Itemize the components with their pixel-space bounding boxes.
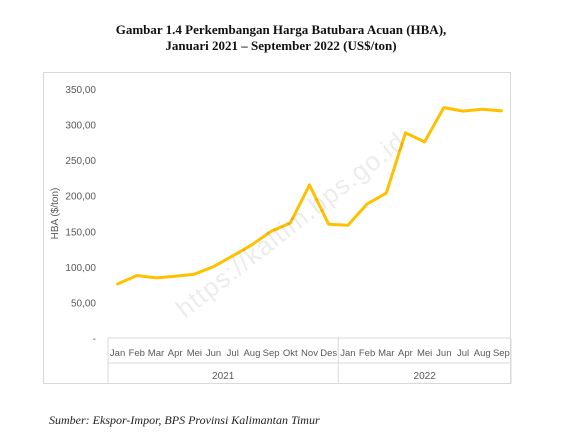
y-tick-label: 150,00 (65, 227, 96, 238)
y-tick-label: 350,00 (65, 85, 96, 96)
x-year-group-label: 2021 (212, 371, 235, 382)
y-tick-label: 200,00 (65, 192, 96, 203)
figure-title-line-2: Januari 2021 – September 2022 (US$/ton) (165, 38, 397, 53)
x-tick-label: Apr (168, 348, 183, 359)
figure-title-line-1: Gambar 1.4 Perkembangan Harga Batubara A… (115, 22, 447, 37)
x-tick-label: Jul (457, 348, 469, 359)
y-tick-label: - (93, 334, 96, 345)
x-tick-label: Feb (129, 348, 145, 359)
x-tick-label: Okt (283, 348, 298, 359)
x-tick-label: Nov (301, 348, 318, 359)
plot-area (116, 106, 503, 286)
x-tick-label: Aug (474, 348, 491, 359)
x-tick-label: Mei (187, 348, 202, 359)
x-tick-label: Jun (436, 348, 451, 359)
figure-title: Gambar 1.4 Perkembangan Harga Batubara A… (0, 22, 562, 54)
x-tick-label: Des (320, 348, 337, 359)
x-tick-label: Sep (493, 348, 510, 359)
x-year-group-label: 2022 (414, 371, 437, 382)
x-tick-label: Aug (243, 348, 260, 359)
x-tick-label: Jul (227, 348, 239, 359)
source-note: Sumber: Ekspor-Impor, BPS Provinsi Kalim… (49, 413, 320, 427)
x-tick-label: Apr (398, 348, 413, 359)
y-axis-title: HBA ($/ton) (50, 188, 61, 240)
x-tick-label: Mar (378, 348, 394, 359)
x-tick-label: Feb (359, 348, 375, 359)
y-tick-label: 50,00 (71, 298, 96, 309)
x-tick-label: Mar (148, 348, 164, 359)
x-tick-label: Mei (417, 348, 432, 359)
x-tick-label: Jan (340, 348, 355, 359)
x-tick-label: Sep (263, 348, 280, 359)
y-axis: - 50,00 100,00 150,00 200,00 250,00 300,00 350,… (50, 85, 96, 345)
x-tick-label: Jan (110, 348, 125, 359)
y-tick-label: 100,00 (65, 263, 96, 274)
x-tick-label: Jun (206, 348, 221, 359)
y-tick-label: 300,00 (65, 121, 96, 132)
y-tick-label: 250,00 (65, 156, 96, 167)
